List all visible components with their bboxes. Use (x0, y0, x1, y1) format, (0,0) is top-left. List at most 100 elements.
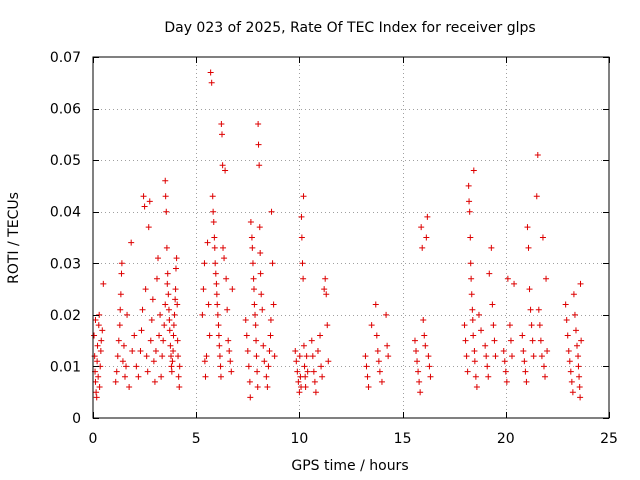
data-point-marker (210, 208, 217, 215)
data-point-marker (118, 260, 125, 267)
data-point-marker (417, 389, 424, 396)
data-point-marker (98, 337, 105, 344)
x-tick-label: 15 (394, 431, 412, 447)
data-point-marker (416, 378, 423, 385)
data-point-marker (491, 337, 498, 344)
data-point-marker (258, 291, 265, 298)
data-point-marker (271, 353, 278, 360)
data-point-marker (97, 347, 104, 354)
axis-ticks: 0 5 10 15 20 25 0 0.01 0.02 0.03 0.04 0.05 0.06 0.07 (50, 50, 618, 447)
data-point-marker (523, 378, 530, 385)
data-point-marker (384, 342, 391, 349)
data-point-marker (269, 260, 276, 267)
data-point-marker (540, 363, 547, 370)
data-point-marker (267, 332, 274, 339)
data-point-marker (465, 182, 472, 189)
data-point-marker (260, 342, 267, 349)
data-point-marker (537, 337, 544, 344)
data-point-marker (486, 270, 493, 277)
data-point-marker (253, 353, 260, 360)
data-point-marker (298, 234, 305, 241)
data-point-marker (420, 317, 427, 324)
data-point-marker (145, 224, 152, 231)
data-point-marker (133, 363, 140, 370)
data-point-marker (147, 337, 154, 344)
data-point-marker (414, 358, 421, 365)
data-point-marker (213, 291, 220, 298)
data-point-marker (255, 121, 262, 128)
data-point-marker (300, 342, 307, 349)
y-axis-label: ROTI / TECUs (6, 192, 22, 284)
data-point-marker (270, 301, 277, 308)
data-point-marker (253, 337, 260, 344)
data-point-marker (375, 358, 382, 365)
data-point-marker (569, 389, 576, 396)
data-point-marker (325, 358, 332, 365)
chart-title: Day 023 of 2025, Rate Of TEC Index for r… (164, 20, 535, 36)
data-point-marker (312, 389, 319, 396)
data-point-marker (311, 378, 318, 385)
data-point-marker (466, 198, 473, 205)
data-point-marker (162, 193, 169, 200)
y-tick-label: 0.07 (50, 50, 81, 66)
data-point-marker (227, 358, 234, 365)
data-point-marker (163, 244, 170, 251)
data-point-marker (576, 384, 583, 391)
data-point-marker (267, 317, 274, 324)
data-point-marker (161, 322, 168, 329)
data-point-marker (577, 394, 584, 401)
data-point-marker (228, 368, 235, 375)
data-point-marker (317, 332, 324, 339)
data-point-marker (426, 363, 433, 370)
data-point-marker (421, 332, 428, 339)
data-point-marker (471, 347, 478, 354)
data-point-marker (222, 167, 229, 174)
data-point-marker (219, 162, 226, 169)
data-point-marker (415, 368, 422, 375)
data-point-marker (365, 384, 372, 391)
data-point-marker (140, 193, 147, 200)
data-point-marker (205, 301, 212, 308)
data-point-marker (153, 275, 160, 282)
y-tick-label: 0.04 (50, 205, 81, 221)
y-tick-label: 0.01 (50, 359, 81, 375)
data-point-marker (129, 347, 136, 354)
data-point-marker (163, 208, 170, 215)
data-point-marker (166, 317, 173, 324)
data-point-marker (124, 311, 131, 318)
data-point-marker (570, 291, 577, 298)
data-point-marker (208, 79, 215, 86)
data-point-marker (521, 358, 528, 365)
data-point-marker (295, 378, 302, 385)
data-point-marker (502, 368, 509, 375)
data-point-marker (538, 353, 545, 360)
y-tick-label: 0.05 (50, 153, 81, 169)
data-point-marker (323, 291, 330, 298)
data-point-marker (524, 224, 531, 231)
data-point-marker (168, 353, 175, 360)
plot-frame (92, 56, 610, 419)
data-point-marker (472, 373, 479, 380)
data-point-marker (539, 234, 546, 241)
data-point-marker (310, 368, 317, 375)
data-point-marker (261, 358, 268, 365)
data-point-marker (224, 306, 231, 313)
data-point-marker (215, 322, 222, 329)
data-point-marker (212, 270, 219, 277)
data-point-marker (422, 342, 429, 349)
data-point-marker (245, 363, 252, 370)
data-point-marker (256, 162, 263, 169)
data-point-marker (171, 311, 178, 318)
data-point-marker (165, 306, 172, 313)
data-point-marker (150, 358, 157, 365)
data-point-marker (144, 368, 151, 375)
data-point-marker (160, 337, 167, 344)
data-point-marker (250, 286, 257, 293)
data-point-marker (578, 337, 585, 344)
data-point-marker (214, 311, 221, 318)
data-point-marker (385, 353, 392, 360)
data-point-marker (519, 332, 526, 339)
data-point-marker (468, 275, 475, 282)
data-point-marker (172, 296, 179, 303)
